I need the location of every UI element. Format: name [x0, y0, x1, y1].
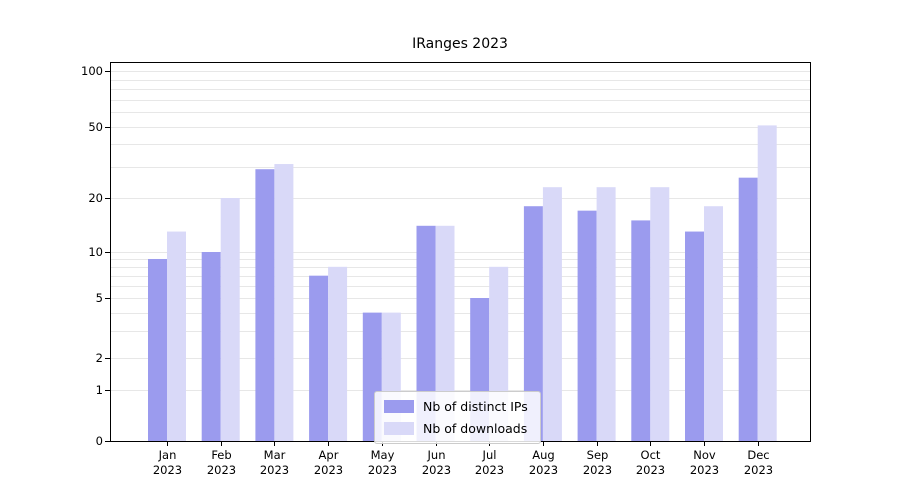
bar-distinct-ips	[255, 169, 275, 441]
bar-downloads	[274, 164, 294, 441]
bar-downloads	[220, 198, 240, 441]
x-tick-month: Sep	[586, 448, 609, 462]
y-tick-label: 0	[95, 434, 103, 448]
y-tick-label: 20	[88, 191, 103, 205]
y-tick-label: 10	[88, 245, 103, 259]
x-tick-label: Sep 2023	[568, 448, 628, 478]
bar-downloads	[757, 125, 777, 442]
x-tick-label: Jan 2023	[138, 448, 198, 478]
x-tick-month: May	[370, 448, 395, 462]
x-tick-label: Nov 2023	[675, 448, 735, 478]
x-tick-year: 2023	[206, 463, 237, 477]
legend: Nb of distinct IPs Nb of downloads	[374, 391, 541, 444]
x-tick-year: 2023	[367, 463, 398, 477]
legend-swatch-downloads	[384, 422, 414, 435]
x-tick-month: Apr	[318, 448, 339, 462]
x-tick-label: Feb 2023	[192, 448, 252, 478]
x-tick-month: Jan	[158, 448, 177, 462]
x-tick-year: 2023	[259, 463, 290, 477]
x-tick-month: Feb	[211, 448, 232, 462]
bar-distinct-ips	[309, 275, 329, 441]
y-tick-label: 1	[95, 383, 103, 397]
x-tick-month: Nov	[693, 448, 716, 462]
bar-distinct-ips	[148, 258, 167, 441]
x-tick-label: Oct 2023	[621, 448, 681, 478]
legend-item-distinct-ips: Nb of distinct IPs	[384, 399, 528, 414]
legend-label-downloads: Nb of downloads	[423, 421, 528, 436]
x-tick-year: 2023	[421, 463, 452, 477]
x-tick-year: 2023	[635, 463, 666, 477]
x-tick-label: May 2023	[353, 448, 413, 478]
bar-distinct-ips	[416, 225, 436, 441]
x-tick-label: Apr 2023	[299, 448, 359, 478]
bar-downloads	[704, 206, 723, 441]
x-tick-year: 2023	[313, 463, 344, 477]
x-tick-month: Dec	[747, 448, 770, 462]
bar-downloads	[596, 187, 616, 441]
legend-swatch-distinct-ips	[384, 400, 414, 413]
bar-distinct-ips	[685, 231, 704, 441]
legend-label-distinct-ips: Nb of distinct IPs	[423, 399, 528, 414]
bar-downloads	[435, 225, 455, 441]
legend-item-downloads: Nb of downloads	[384, 421, 528, 436]
x-tick-label: Dec 2023	[729, 448, 789, 478]
bar-downloads	[542, 187, 562, 441]
bar-distinct-ips	[201, 252, 221, 441]
y-tick-label: 5	[95, 291, 103, 305]
x-tick-year: 2023	[689, 463, 720, 477]
x-tick-label: Jul 2023	[460, 448, 520, 478]
bar-downloads	[167, 231, 186, 441]
x-tick-year: 2023	[743, 463, 774, 477]
x-tick-label: Mar 2023	[245, 448, 305, 478]
x-tick-month: Mar	[263, 448, 286, 462]
bar-distinct-ips	[523, 206, 543, 441]
x-tick-month: Oct	[640, 448, 661, 462]
y-tick-label: 100	[81, 64, 103, 78]
x-tick-year: 2023	[528, 463, 559, 477]
y-tick-label: 50	[88, 120, 103, 134]
x-tick-month: Jun	[427, 448, 446, 462]
x-tick-month: Jul	[482, 448, 497, 462]
y-tick-label: 2	[95, 351, 103, 365]
x-tick-year: 2023	[582, 463, 613, 477]
x-tick-label: Jun 2023	[407, 448, 467, 478]
x-tick-label: Aug 2023	[514, 448, 574, 478]
x-tick-year: 2023	[152, 463, 183, 477]
bar-distinct-ips	[738, 177, 758, 442]
bar-distinct-ips	[577, 210, 597, 441]
chart-title: IRanges 2023	[412, 36, 508, 52]
bar-distinct-ips	[631, 220, 651, 441]
bar-downloads	[650, 187, 670, 441]
x-tick-month: Aug	[532, 448, 555, 462]
bar-downloads	[328, 266, 348, 441]
x-tick-year: 2023	[474, 463, 505, 477]
